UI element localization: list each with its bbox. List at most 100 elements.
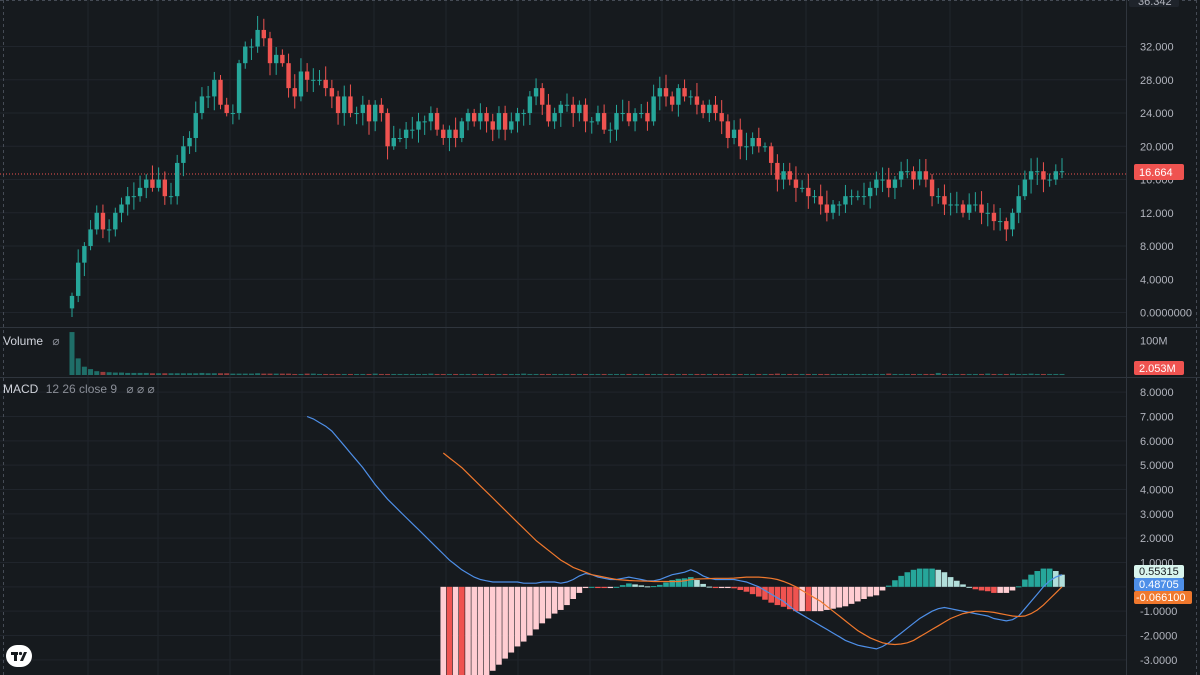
candle-body [867, 187, 873, 197]
macd-histogram-bar [774, 586, 781, 606]
macd-histogram-bar [502, 586, 508, 659]
candle-body [985, 212, 990, 214]
volume-current-tag: 2.053M [1139, 363, 1176, 375]
price-tick-label: 0.0000000 [1140, 308, 1192, 320]
macd-histogram-bar [1003, 586, 1010, 593]
volume-bar [317, 373, 322, 375]
axis-value-tags: 36.342 16.664 2.053M 0.55315 0.48705 -0.… [1129, 0, 1192, 604]
macd-histogram-bar [997, 586, 1003, 593]
macd-histogram-bar [892, 580, 898, 587]
macd-histogram-bar [954, 580, 960, 587]
macd-pane-title[interactable]: MACD 12 26 close 9 ⌀ ⌀ ⌀ [3, 382, 155, 396]
macd-histogram-bar [558, 586, 564, 610]
volume-bar [335, 373, 341, 375]
macd-histogram-bar [551, 586, 558, 614]
macd-histogram-bar [923, 568, 929, 587]
candle-body [323, 79, 328, 89]
candle-body [496, 113, 502, 130]
macd-histogram-bar [879, 586, 886, 591]
candle-body [168, 196, 174, 198]
candle-body [317, 79, 322, 81]
tradingview-logo-icon[interactable] [6, 645, 32, 667]
candle-body [991, 212, 997, 222]
volume-bar [360, 373, 366, 375]
macd-histogram-bar [545, 586, 552, 619]
volume-bar [88, 369, 94, 375]
candle-body [917, 171, 922, 180]
macd-histogram-bar [452, 586, 459, 675]
volume-bar [1059, 373, 1065, 375]
candle-body [311, 79, 316, 81]
candle-body [799, 187, 805, 189]
candle-body [614, 113, 619, 130]
volume-bar [713, 373, 718, 375]
volume-bar [193, 373, 199, 375]
candle-body [1004, 221, 1009, 230]
candle-body [639, 113, 644, 115]
candle-body [979, 204, 984, 213]
macd-histogram-bar [582, 586, 589, 589]
volume-bar [743, 373, 749, 375]
candle-body [948, 204, 953, 206]
volume-bar [960, 373, 966, 375]
macd-histogram-bar [446, 586, 453, 675]
candle-body [255, 29, 260, 47]
eye-off-icon[interactable]: ⌀ [52, 334, 60, 348]
macd-histogram-bar [817, 586, 824, 612]
volume-bar [799, 373, 805, 375]
volume-bar [131, 372, 137, 375]
volume-bar [100, 371, 106, 375]
volume-bar [403, 373, 409, 375]
candle-body [874, 179, 879, 188]
hidden-values-icons[interactable]: ⌀ ⌀ ⌀ [126, 382, 155, 396]
volume-bar [521, 373, 527, 375]
candle-body [286, 63, 291, 89]
price-tick-label: 8.0000 [1140, 241, 1174, 253]
candle-body [546, 104, 551, 122]
volume-bar [972, 373, 978, 375]
candle-body [379, 104, 384, 114]
volume-bar [756, 373, 762, 375]
macd-histogram-bar [613, 586, 620, 588]
volume-bar [824, 373, 830, 375]
candle-body [651, 96, 656, 122]
grid-lines [0, 0, 1126, 675]
macd-histogram-bar [972, 586, 979, 590]
candle-body [428, 113, 434, 122]
macd-histogram-bar [756, 586, 762, 597]
candle-body [218, 79, 223, 105]
volume-bar [267, 373, 273, 375]
candle-body [69, 295, 75, 309]
macd-histogram-bar [700, 583, 706, 587]
volume-bar [304, 373, 310, 375]
macd-histogram-bar [1059, 574, 1065, 587]
candle-body [626, 113, 632, 122]
macd-histogram-bar [904, 572, 911, 587]
candle-body [490, 121, 495, 130]
candle-body [744, 146, 749, 148]
volume-bar [812, 373, 817, 375]
price-tick-label: 4.0000 [1140, 274, 1174, 286]
volume-bar [218, 373, 223, 375]
candle-body [583, 104, 588, 122]
macd-histogram-bar [966, 586, 972, 588]
volume-bar [849, 373, 855, 375]
candle-body [880, 179, 885, 181]
macd-histogram-bar [489, 586, 496, 671]
candle-body [273, 54, 279, 64]
volume-bar [119, 372, 124, 375]
candle-body [954, 204, 960, 206]
macd-histogram-bar [650, 586, 657, 588]
macd-histogram-bar [712, 586, 719, 589]
candle-body [94, 212, 99, 230]
candle-body [230, 113, 236, 115]
volume-pane-title[interactable]: Volume ⌀ [3, 334, 60, 348]
volume-bar [675, 373, 681, 375]
volume-bar [880, 373, 886, 375]
macd-histogram-bar [991, 586, 997, 593]
macd-histogram-bar [935, 569, 942, 587]
candle-body [750, 137, 755, 147]
volume-bar [81, 366, 87, 375]
volume-bar [620, 373, 626, 375]
